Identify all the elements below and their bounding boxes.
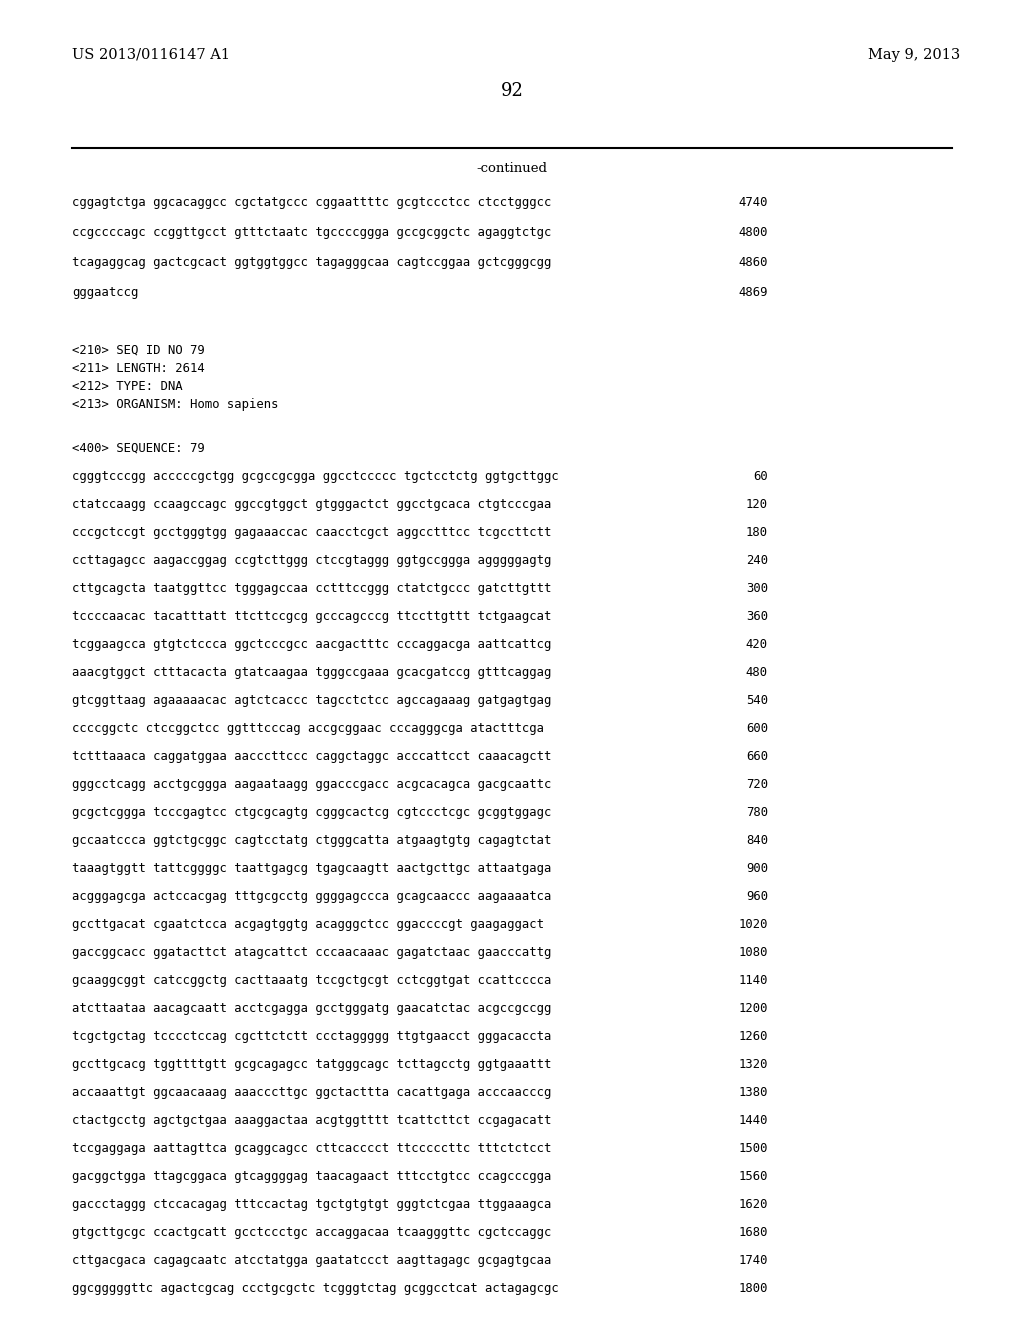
Text: 1140: 1140 bbox=[738, 974, 768, 987]
Text: gccaatccca ggtctgcggc cagtcctatg ctgggcatta atgaagtgtg cagagtctat: gccaatccca ggtctgcggc cagtcctatg ctgggca… bbox=[72, 834, 551, 847]
Text: ctactgcctg agctgctgaa aaaggactaa acgtggtttt tcattcttct ccgagacatt: ctactgcctg agctgctgaa aaaggactaa acgtggt… bbox=[72, 1114, 551, 1127]
Text: 1440: 1440 bbox=[738, 1114, 768, 1127]
Text: 4800: 4800 bbox=[738, 226, 768, 239]
Text: 120: 120 bbox=[745, 498, 768, 511]
Text: 240: 240 bbox=[745, 554, 768, 568]
Text: 420: 420 bbox=[745, 638, 768, 651]
Text: cgggtcccgg acccccgctgg gcgccgcgga ggcctccccc tgctcctctg ggtgcttggc: cgggtcccgg acccccgctgg gcgccgcgga ggcctc… bbox=[72, 470, 559, 483]
Text: 1320: 1320 bbox=[738, 1059, 768, 1071]
Text: gaccggcacc ggatacttct atagcattct cccaacaaac gagatctaac gaacccattg: gaccggcacc ggatacttct atagcattct cccaaca… bbox=[72, 946, 551, 960]
Text: ggcgggggttc agactcgcag ccctgcgctc tcgggtctag gcggcctcat actagagcgc: ggcgggggttc agactcgcag ccctgcgctc tcgggt… bbox=[72, 1282, 559, 1295]
Text: <213> ORGANISM: Homo sapiens: <213> ORGANISM: Homo sapiens bbox=[72, 399, 279, 411]
Text: 1680: 1680 bbox=[738, 1226, 768, 1239]
Text: 480: 480 bbox=[745, 667, 768, 678]
Text: cggagtctga ggcacaggcc cgctatgccc cggaattttc gcgtccctcc ctcctgggcc: cggagtctga ggcacaggcc cgctatgccc cggaatt… bbox=[72, 195, 551, 209]
Text: 780: 780 bbox=[745, 807, 768, 818]
Text: tccgaggaga aattagttca gcaggcagcc cttcacccct ttcccccttc tttctctcct: tccgaggaga aattagttca gcaggcagcc cttcacc… bbox=[72, 1142, 551, 1155]
Text: 1080: 1080 bbox=[738, 946, 768, 960]
Text: 540: 540 bbox=[745, 694, 768, 708]
Text: <212> TYPE: DNA: <212> TYPE: DNA bbox=[72, 380, 182, 393]
Text: atcttaataa aacagcaatt acctcgagga gcctgggatg gaacatctac acgccgccgg: atcttaataa aacagcaatt acctcgagga gcctggg… bbox=[72, 1002, 551, 1015]
Text: 600: 600 bbox=[745, 722, 768, 735]
Text: <211> LENGTH: 2614: <211> LENGTH: 2614 bbox=[72, 362, 205, 375]
Text: 1380: 1380 bbox=[738, 1086, 768, 1100]
Text: gggcctcagg acctgcggga aagaataagg ggacccgacc acgcacagca gacgcaattc: gggcctcagg acctgcggga aagaataagg ggacccg… bbox=[72, 777, 551, 791]
Text: 1740: 1740 bbox=[738, 1254, 768, 1267]
Text: gggaatccg: gggaatccg bbox=[72, 286, 138, 300]
Text: 1260: 1260 bbox=[738, 1030, 768, 1043]
Text: ccttagagcc aagaccggag ccgtcttggg ctccgtaggg ggtgccggga agggggagtg: ccttagagcc aagaccggag ccgtcttggg ctccgta… bbox=[72, 554, 551, 568]
Text: 4860: 4860 bbox=[738, 256, 768, 269]
Text: gcgctcggga tcccgagtcc ctgcgcagtg cgggcactcg cgtccctcgc gcggtggagc: gcgctcggga tcccgagtcc ctgcgcagtg cgggcac… bbox=[72, 807, 551, 818]
Text: 4869: 4869 bbox=[738, 286, 768, 300]
Text: taaagtggtt tattcggggc taattgagcg tgagcaagtt aactgcttgc attaatgaga: taaagtggtt tattcggggc taattgagcg tgagcaa… bbox=[72, 862, 551, 875]
Text: cttgacgaca cagagcaatc atcctatgga gaatatccct aagttagagc gcgagtgcaa: cttgacgaca cagagcaatc atcctatgga gaatatc… bbox=[72, 1254, 551, 1267]
Text: gccttgacat cgaatctcca acgagtggtg acagggctcc ggaccccgt gaagaggact: gccttgacat cgaatctcca acgagtggtg acagggc… bbox=[72, 917, 544, 931]
Text: tcagaggcag gactcgcact ggtggtggcc tagagggcaa cagtccggaa gctcgggcgg: tcagaggcag gactcgcact ggtggtggcc tagaggg… bbox=[72, 256, 551, 269]
Text: gtgcttgcgc ccactgcatt gcctccctgc accaggacaa tcaagggttc cgctccaggc: gtgcttgcgc ccactgcatt gcctccctgc accagga… bbox=[72, 1226, 551, 1239]
Text: gccttgcacg tggttttgtt gcgcagagcc tatgggcagc tcttagcctg ggtgaaattt: gccttgcacg tggttttgtt gcgcagagcc tatgggc… bbox=[72, 1059, 551, 1071]
Text: gtcggttaag agaaaaacac agtctcaccc tagcctctcc agccagaaag gatgagtgag: gtcggttaag agaaaaacac agtctcaccc tagcctc… bbox=[72, 694, 551, 708]
Text: accaaattgt ggcaacaaag aaacccttgc ggctacttta cacattgaga acccaacccg: accaaattgt ggcaacaaag aaacccttgc ggctact… bbox=[72, 1086, 551, 1100]
Text: May 9, 2013: May 9, 2013 bbox=[867, 48, 961, 62]
Text: cttgcagcta taatggttcc tgggagccaa cctttccggg ctatctgccc gatcttgttt: cttgcagcta taatggttcc tgggagccaa cctttcc… bbox=[72, 582, 551, 595]
Text: 360: 360 bbox=[745, 610, 768, 623]
Text: 1620: 1620 bbox=[738, 1199, 768, 1210]
Text: 300: 300 bbox=[745, 582, 768, 595]
Text: gaccctaggg ctccacagag tttccactag tgctgtgtgt gggtctcgaa ttggaaagca: gaccctaggg ctccacagag tttccactag tgctgtg… bbox=[72, 1199, 551, 1210]
Text: 720: 720 bbox=[745, 777, 768, 791]
Text: 900: 900 bbox=[745, 862, 768, 875]
Text: 1800: 1800 bbox=[738, 1282, 768, 1295]
Text: ccgccccagc ccggttgcct gtttctaatc tgccccggga gccgcggctc agaggtctgc: ccgccccagc ccggttgcct gtttctaatc tgccccg… bbox=[72, 226, 551, 239]
Text: 840: 840 bbox=[745, 834, 768, 847]
Text: tcgctgctag tcccctccag cgcttctctt ccctaggggg ttgtgaacct gggacaccta: tcgctgctag tcccctccag cgcttctctt ccctagg… bbox=[72, 1030, 551, 1043]
Text: <210> SEQ ID NO 79: <210> SEQ ID NO 79 bbox=[72, 345, 205, 356]
Text: ctatccaagg ccaagccagc ggccgtggct gtgggactct ggcctgcaca ctgtcccgaa: ctatccaagg ccaagccagc ggccgtggct gtgggac… bbox=[72, 498, 551, 511]
Text: <400> SEQUENCE: 79: <400> SEQUENCE: 79 bbox=[72, 442, 205, 455]
Text: -continued: -continued bbox=[476, 162, 548, 176]
Text: 180: 180 bbox=[745, 525, 768, 539]
Text: cccgctccgt gcctgggtgg gagaaaccac caacctcgct aggcctttcc tcgccttctt: cccgctccgt gcctgggtgg gagaaaccac caacctc… bbox=[72, 525, 551, 539]
Text: 60: 60 bbox=[754, 470, 768, 483]
Text: acgggagcga actccacgag tttgcgcctg ggggagccca gcagcaaccc aagaaaatca: acgggagcga actccacgag tttgcgcctg ggggagc… bbox=[72, 890, 551, 903]
Text: US 2013/0116147 A1: US 2013/0116147 A1 bbox=[72, 48, 230, 62]
Text: 92: 92 bbox=[501, 82, 523, 100]
Text: aaacgtggct ctttacacta gtatcaagaa tgggccgaaa gcacgatccg gtttcaggag: aaacgtggct ctttacacta gtatcaagaa tgggccg… bbox=[72, 667, 551, 678]
Text: 660: 660 bbox=[745, 750, 768, 763]
Text: 1500: 1500 bbox=[738, 1142, 768, 1155]
Text: gcaaggcggt catccggctg cacttaaatg tccgctgcgt cctcggtgat ccattcccca: gcaaggcggt catccggctg cacttaaatg tccgctg… bbox=[72, 974, 551, 987]
Text: gacggctgga ttagcggaca gtcaggggag taacagaact tttcctgtcc ccagcccgga: gacggctgga ttagcggaca gtcaggggag taacaga… bbox=[72, 1170, 551, 1183]
Text: 960: 960 bbox=[745, 890, 768, 903]
Text: 4740: 4740 bbox=[738, 195, 768, 209]
Text: ccccggctc ctccggctcc ggtttcccag accgcggaac cccagggcga atactttcga: ccccggctc ctccggctcc ggtttcccag accgcgga… bbox=[72, 722, 544, 735]
Text: 1560: 1560 bbox=[738, 1170, 768, 1183]
Text: tctttaaaca caggatggaa aacccttccc caggctaggc acccattcct caaacagctt: tctttaaaca caggatggaa aacccttccc caggcta… bbox=[72, 750, 551, 763]
Text: tcggaagcca gtgtctccca ggctcccgcc aacgactttc cccaggacga aattcattcg: tcggaagcca gtgtctccca ggctcccgcc aacgact… bbox=[72, 638, 551, 651]
Text: tccccaacac tacatttatt ttcttccgcg gcccagcccg ttccttgttt tctgaagcat: tccccaacac tacatttatt ttcttccgcg gcccagc… bbox=[72, 610, 551, 623]
Text: 1020: 1020 bbox=[738, 917, 768, 931]
Text: 1200: 1200 bbox=[738, 1002, 768, 1015]
